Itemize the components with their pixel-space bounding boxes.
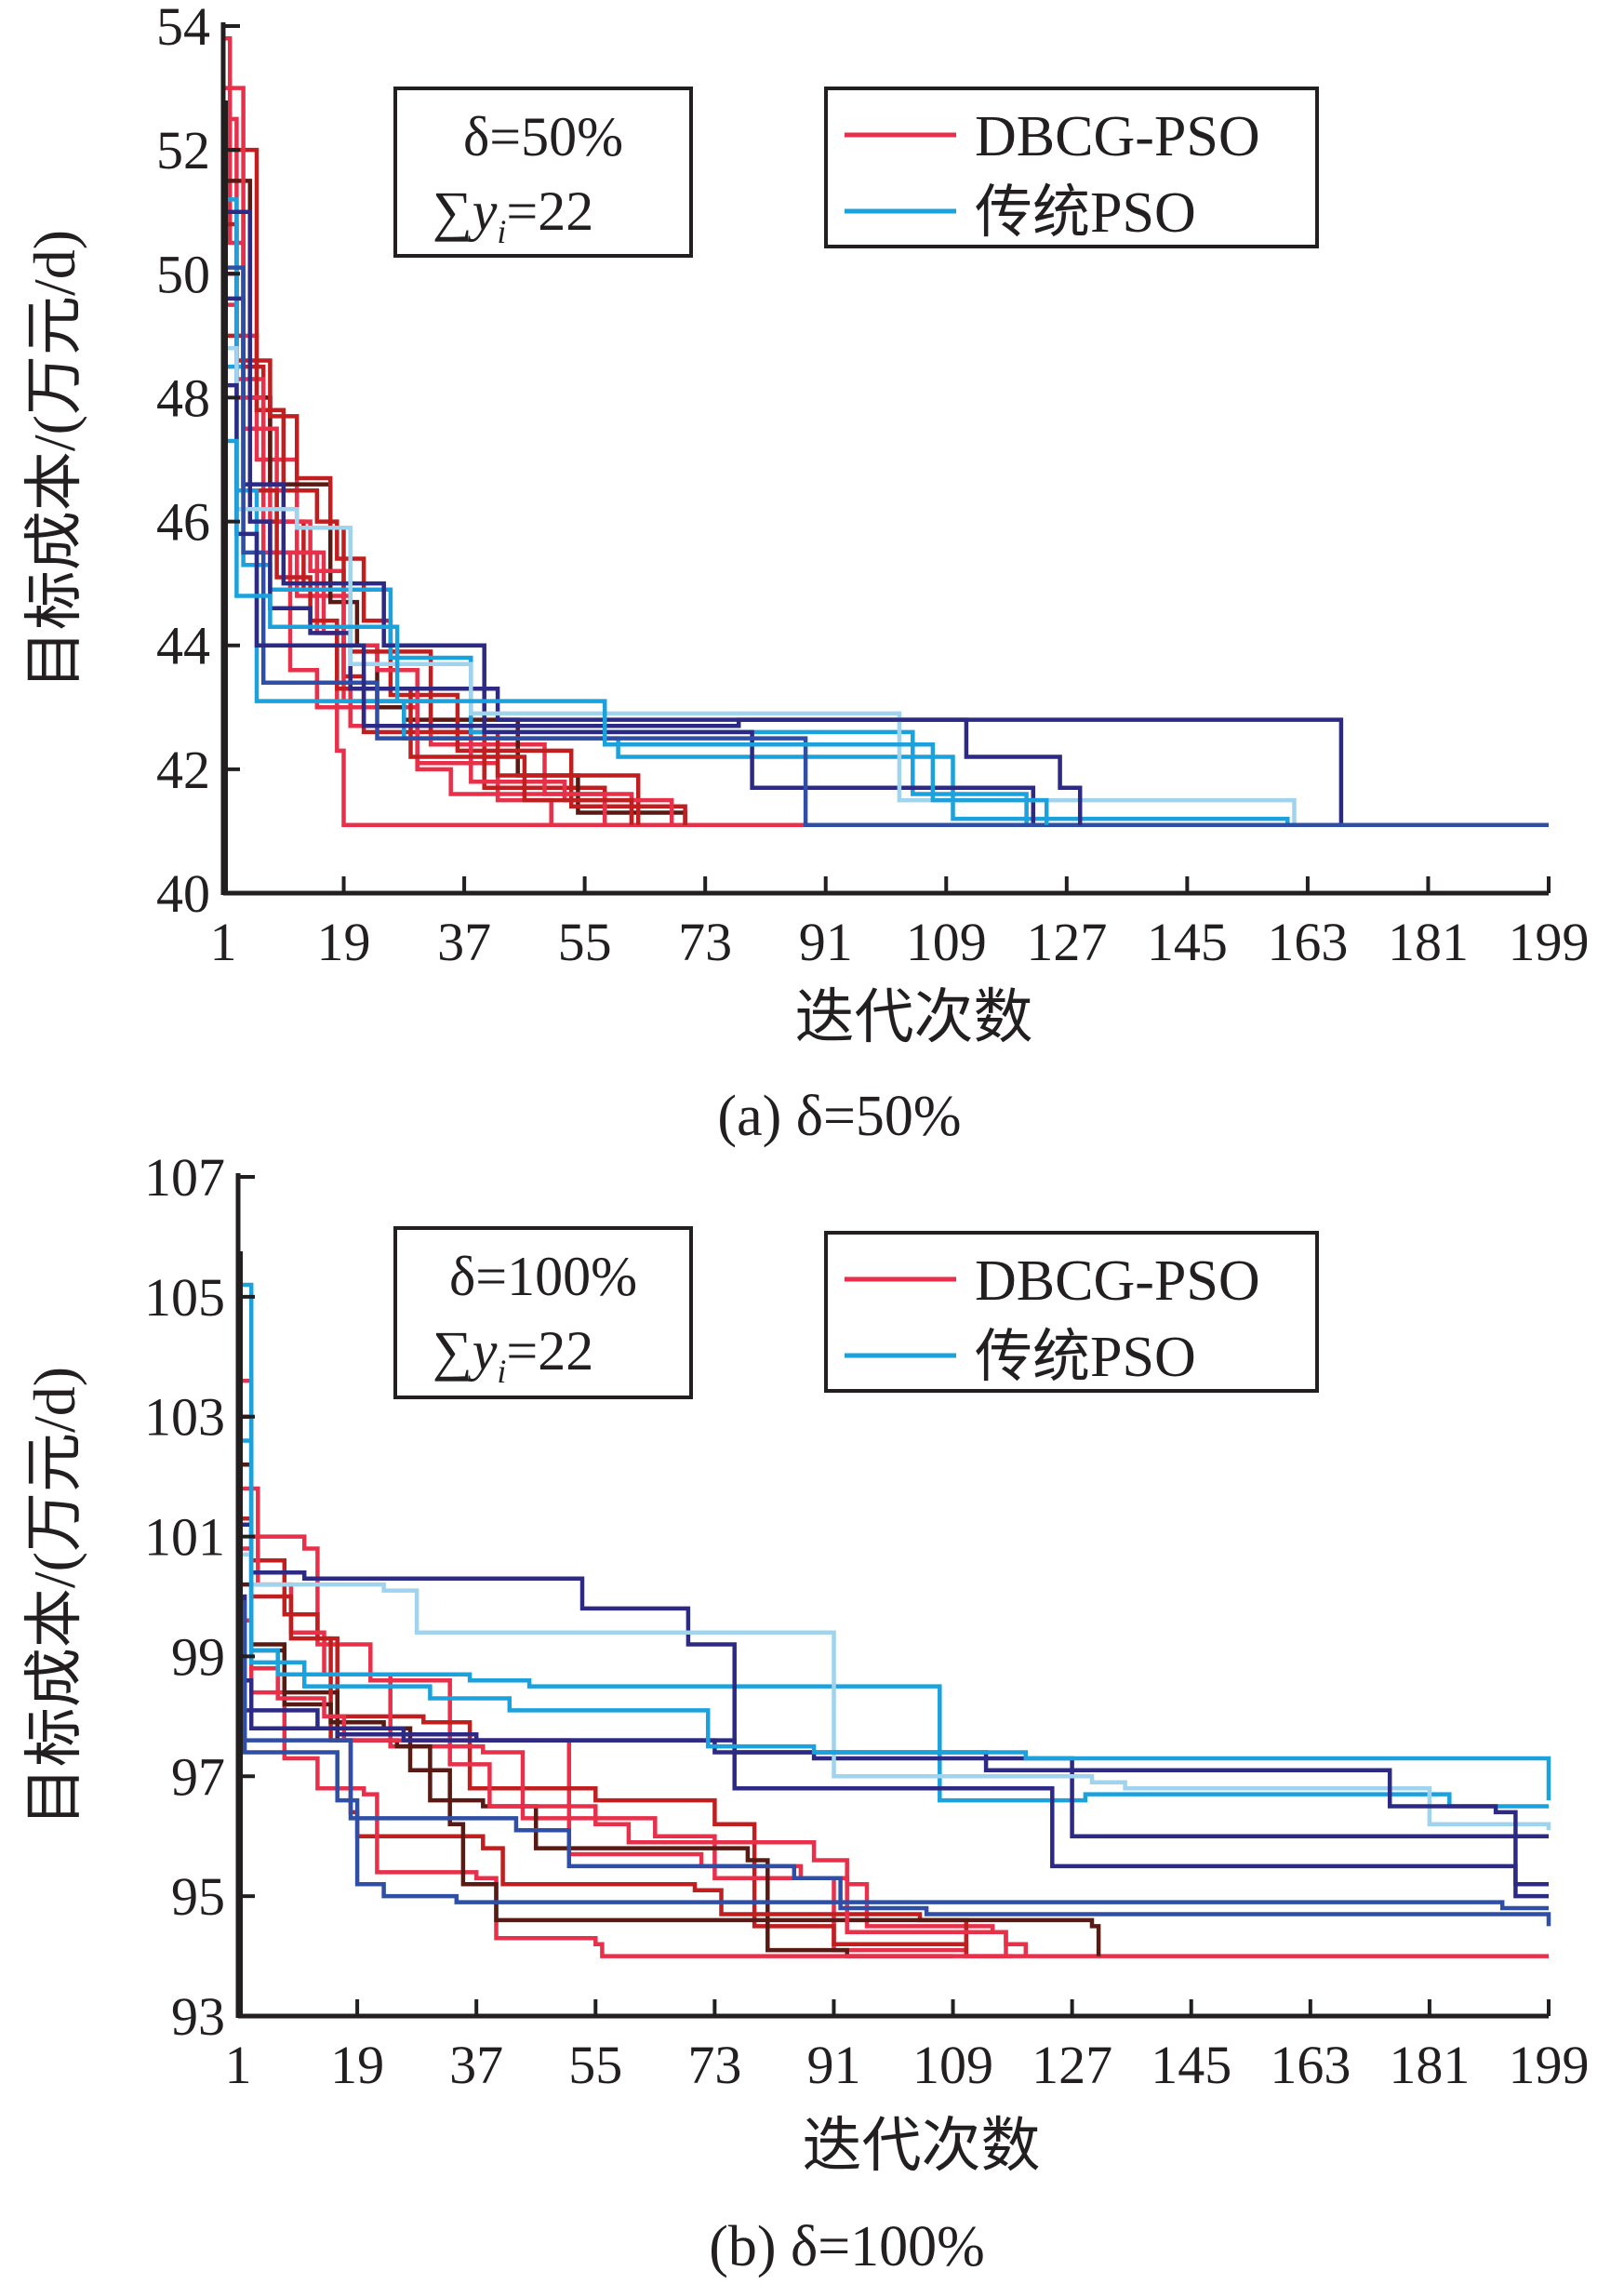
legend-label: 传统PSO	[975, 1326, 1196, 1389]
x-tick-label: 55	[568, 2035, 622, 2095]
y-tick-label: 48	[156, 367, 210, 428]
x-tick-label: 55	[558, 912, 612, 972]
annotation-subscript: i	[497, 213, 506, 250]
annotation-delta: δ=100%	[449, 1246, 637, 1307]
series-group	[223, 36, 1549, 828]
annotation-sum: ∑yi=22	[433, 1320, 593, 1390]
y-tick-label: 97	[171, 1746, 225, 1807]
annotation-sum-symbol: ∑y	[433, 180, 498, 242]
x-tick-label: 199	[1509, 2035, 1590, 2095]
x-tick-label: 163	[1267, 912, 1348, 972]
x-tick-label: 73	[687, 2035, 741, 2095]
series-line-pso-11	[238, 1594, 1549, 1887]
x-tick-label: 181	[1389, 2035, 1470, 2095]
y-tick-label: 105	[144, 1267, 225, 1328]
x-tick-label: 109	[906, 912, 987, 972]
y-tick-label: 101	[144, 1507, 225, 1568]
series-group	[238, 1282, 1551, 1958]
x-tick-label: 19	[330, 2035, 384, 2095]
series-line-dbcg-pso-0	[238, 1378, 1549, 1958]
series-line-dbcg-pso-4	[238, 1516, 969, 1957]
annotation-delta: δ=50%	[463, 106, 623, 167]
y-tick-label: 46	[156, 492, 210, 553]
legend-box	[824, 1231, 1319, 1393]
series-line-pso-12	[238, 1636, 1549, 1911]
annotation-sum-value: =22	[506, 1320, 593, 1382]
annotation-sum: ∑yi=22	[433, 180, 593, 250]
x-axis-label: 迭代次数	[795, 984, 1033, 1050]
series-line-dbcg-pso-0	[223, 36, 1549, 828]
y-tick-label: 93	[171, 1986, 225, 2047]
x-tick-label: 37	[437, 912, 491, 972]
x-tick-label: 109	[912, 2035, 993, 2095]
series-line-pso-14	[238, 1600, 1551, 1927]
series-line-pso-13	[223, 296, 1036, 825]
annotation-box	[393, 87, 693, 258]
x-tick-label: 73	[678, 912, 732, 972]
y-tick-label: 54	[156, 0, 210, 57]
chart-panel-b: 93 95 97 99 101 103 105 107 1 19 37 55 73 91 109 127 145…	[21, 1147, 1590, 2278]
series-line-pso-10	[238, 1552, 1551, 1831]
y-tick-label: 103	[144, 1387, 225, 1448]
series-line-dbcg-pso-7	[238, 1618, 1029, 1957]
series-line-pso-11	[223, 364, 1029, 825]
y-tick-label: 42	[156, 740, 210, 800]
series-line-pso-17	[223, 438, 1049, 825]
legend-box	[824, 87, 1319, 248]
legend-label: DBCG-PSO	[975, 105, 1260, 168]
panel-caption: (b) δ=100%	[709, 2215, 985, 2278]
x-tick-label: 19	[317, 912, 371, 972]
x-tick-label: 91	[799, 912, 853, 972]
y-tick-label: 50	[156, 244, 210, 304]
y-tick-label: 52	[156, 120, 210, 180]
series-line-pso-15	[223, 265, 1549, 828]
y-axis-label: 目标成本/(万元/d)	[21, 230, 87, 689]
x-tick-label: 199	[1509, 912, 1590, 972]
x-tick-label: 1	[225, 2035, 252, 2095]
legend-label: DBCG-PSO	[975, 1249, 1260, 1313]
series-line-dbcg-pso-5	[223, 147, 687, 825]
x-axis-label: 迭代次数	[803, 2113, 1041, 2179]
y-axis-label: 目标成本/(万元/d)	[21, 1367, 87, 1826]
series-line-pso-16	[223, 382, 1083, 825]
annotation-sum-symbol: ∑y	[433, 1320, 498, 1382]
y-tick-label: 40	[156, 863, 210, 924]
y-tick-label: 95	[171, 1866, 225, 1927]
x-tick-label: 91	[806, 2035, 860, 2095]
series-line-dbcg-pso-8	[223, 302, 674, 825]
series-line-dbcg-pso-4	[223, 179, 687, 825]
y-tick-label: 107	[144, 1147, 225, 1208]
panel-caption: (a) δ=50%	[717, 1085, 961, 1148]
x-tick-label: 1	[210, 912, 237, 972]
x-tick-label: 127	[1032, 2035, 1112, 2095]
x-tick-label: 127	[1026, 912, 1107, 972]
chart-panel-a: 40 42 44 46 48 50 52 54 1 19 37 55 73 91 109 127 145 163 1…	[21, 0, 1590, 1148]
x-tick-label: 181	[1388, 912, 1469, 972]
series-line-pso-15	[238, 1438, 1551, 1801]
x-tick-label: 145	[1151, 2035, 1231, 2095]
y-tick-label: 99	[171, 1626, 225, 1687]
y-tick-label: 44	[156, 616, 210, 676]
x-tick-label: 163	[1270, 2035, 1351, 2095]
annotation-sum-value: =22	[506, 180, 593, 242]
x-tick-label: 145	[1147, 912, 1228, 972]
x-tick-label: 37	[449, 2035, 503, 2095]
annotation-subscript: i	[497, 1353, 506, 1390]
annotation-box	[393, 1226, 693, 1399]
legend-label: 传统PSO	[975, 181, 1196, 245]
